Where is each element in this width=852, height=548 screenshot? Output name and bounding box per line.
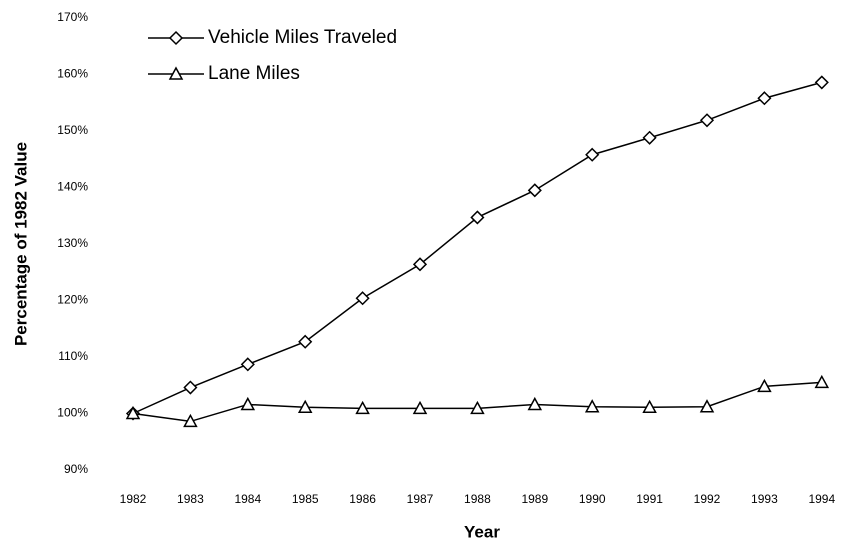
x-tick-label: 1987 <box>407 492 434 506</box>
marker <box>355 291 370 306</box>
marker <box>642 399 657 414</box>
marker <box>240 357 255 372</box>
legend-label: Lane Miles <box>208 63 300 84</box>
marker <box>642 130 657 145</box>
marker <box>470 210 485 225</box>
x-tick-label: 1982 <box>120 492 147 506</box>
x-tick-label: 1993 <box>751 492 778 506</box>
marker <box>699 399 715 413</box>
y-tick-label: 140% <box>57 180 88 194</box>
marker <box>470 400 485 415</box>
x-tick-label: 1983 <box>177 492 204 506</box>
marker <box>412 400 428 415</box>
marker <box>125 405 141 420</box>
marker <box>585 147 600 162</box>
y-tick-label: 120% <box>57 293 88 307</box>
x-tick-label: 1988 <box>464 492 491 506</box>
x-tick-label: 1985 <box>292 492 319 506</box>
marker <box>527 396 543 411</box>
y-tick-label: 100% <box>57 406 88 420</box>
legend-label: Vehicle Miles Traveled <box>208 27 397 48</box>
y-tick-label: 90% <box>64 462 88 476</box>
x-tick-label: 1991 <box>636 492 663 506</box>
x-tick-label: 1989 <box>521 492 548 506</box>
series-line <box>132 81 822 415</box>
marker <box>240 396 256 411</box>
y-tick-label: 110% <box>58 349 88 363</box>
marker <box>699 113 715 128</box>
marker <box>814 374 830 389</box>
marker <box>412 257 428 272</box>
x-axis-label: Year <box>464 522 500 541</box>
legend-marker <box>168 66 184 80</box>
x-tick-label: 1994 <box>808 492 835 506</box>
y-axis-label: Percentage of 1982 Value <box>11 142 30 346</box>
y-tick-label: 160% <box>57 67 88 81</box>
marker <box>527 183 542 198</box>
legend-marker <box>168 30 184 46</box>
x-tick-label: 1992 <box>694 492 721 506</box>
y-tick-label: 150% <box>57 123 88 137</box>
marker <box>183 380 198 395</box>
marker <box>757 91 772 106</box>
marker <box>297 399 313 414</box>
x-tick-label: 1986 <box>349 492 376 506</box>
y-tick-label: 170% <box>57 10 88 24</box>
marker <box>355 400 370 415</box>
marker <box>298 334 313 349</box>
y-tick-label: 130% <box>57 236 88 250</box>
marker <box>814 75 829 90</box>
x-tick-label: 1990 <box>579 492 606 506</box>
marker <box>584 399 600 413</box>
marker <box>757 378 772 393</box>
marker <box>183 413 198 428</box>
x-tick-label: 1984 <box>234 492 261 506</box>
